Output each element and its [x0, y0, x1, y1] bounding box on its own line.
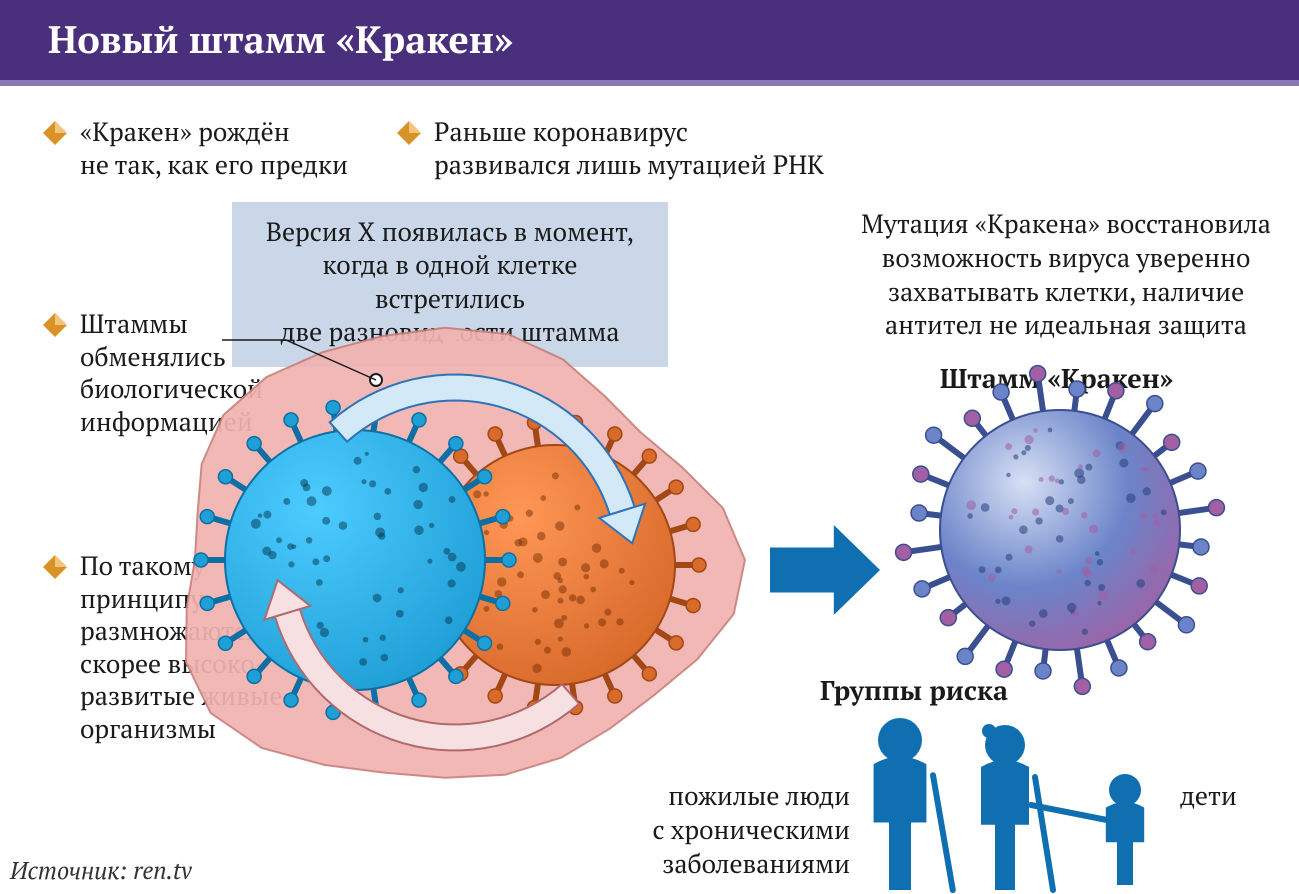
- bullet-text: «Кракен» рождённе так, как его предки: [80, 116, 348, 181]
- callout-text: Версия Х появилась в момент,когда в одно…: [266, 215, 634, 349]
- risk-groups-label: Группы риска: [820, 672, 1008, 708]
- callout-box: Версия Х появилась в момент,когда в одно…: [232, 202, 668, 367]
- bullet-text: По такомупринципуразмножаютсяскорее высо…: [80, 550, 282, 745]
- diamond-icon: [42, 120, 68, 146]
- source-credit: Источник: ren.tv: [10, 854, 192, 886]
- bullet-4: По такомупринципуразмножаютсяскорее высо…: [42, 550, 282, 745]
- risk-icons: [874, 718, 1145, 890]
- mutation-description: Мутация «Кракена» восстановилавозможност…: [846, 208, 1286, 343]
- risk-elderly-caption: пожилые людис хроническимизаболеваниями: [600, 780, 850, 881]
- page-header: Новый штамм «Кракен»: [0, 0, 1299, 86]
- risk-children-caption: дети: [1180, 780, 1237, 814]
- page-title: Новый штамм «Кракен»: [48, 19, 513, 61]
- diamond-icon: [42, 554, 68, 580]
- bullet-3: Штаммыобменялисьбиологическойинформацией: [42, 308, 263, 438]
- diamond-icon: [42, 312, 68, 338]
- bullet-text: Раньше коронавирусразвивался лишь мутаци…: [434, 116, 824, 181]
- bullet-1: «Кракен» рождённе так, как его предки: [42, 116, 348, 181]
- diamond-icon: [396, 120, 422, 146]
- bullet-2: Раньше коронавирусразвивался лишь мутаци…: [396, 116, 824, 181]
- kraken-label: Штамм «Кракен»: [940, 360, 1173, 396]
